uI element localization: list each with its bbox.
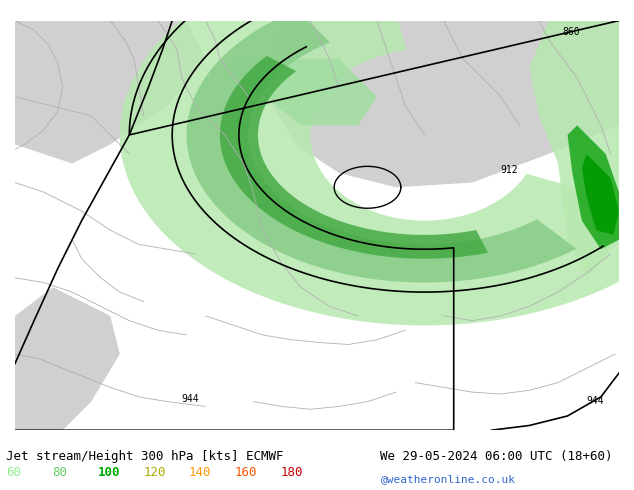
Polygon shape	[186, 10, 576, 283]
Text: 160: 160	[235, 466, 257, 479]
Polygon shape	[529, 21, 619, 278]
Text: 180: 180	[280, 466, 302, 479]
Polygon shape	[15, 21, 205, 164]
Polygon shape	[15, 287, 120, 430]
Text: 120: 120	[143, 466, 165, 479]
Text: Jet stream/Height 300 hPa [kts] ECMWF: Jet stream/Height 300 hPa [kts] ECMWF	[6, 450, 284, 463]
Text: 80: 80	[52, 466, 67, 479]
Text: We 29-05-2024 06:00 UTC (18+60): We 29-05-2024 06:00 UTC (18+60)	[380, 450, 613, 463]
Text: 944: 944	[182, 393, 199, 404]
Polygon shape	[220, 56, 488, 259]
Polygon shape	[120, 0, 634, 325]
Text: 944: 944	[586, 395, 604, 406]
Polygon shape	[567, 125, 619, 249]
Polygon shape	[268, 21, 619, 187]
Text: 912: 912	[501, 165, 519, 175]
Text: 860: 860	[563, 27, 580, 37]
Polygon shape	[582, 154, 619, 235]
Text: 60: 60	[6, 466, 22, 479]
Polygon shape	[224, 59, 377, 125]
Text: 140: 140	[189, 466, 211, 479]
Text: 100: 100	[98, 466, 120, 479]
Text: @weatheronline.co.uk: @weatheronline.co.uk	[380, 474, 515, 484]
